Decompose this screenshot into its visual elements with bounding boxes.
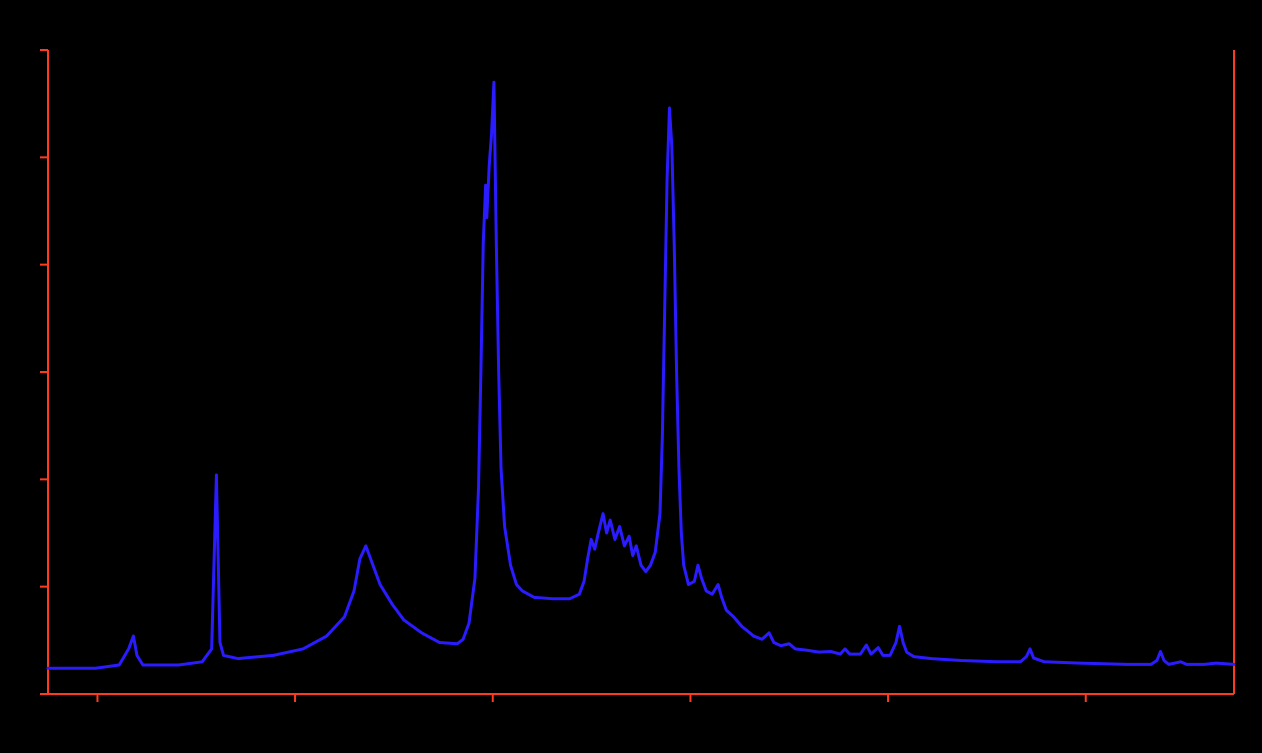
spectrum-chart — [0, 0, 1262, 753]
chart-svg — [0, 0, 1262, 753]
chart-background — [0, 0, 1262, 753]
